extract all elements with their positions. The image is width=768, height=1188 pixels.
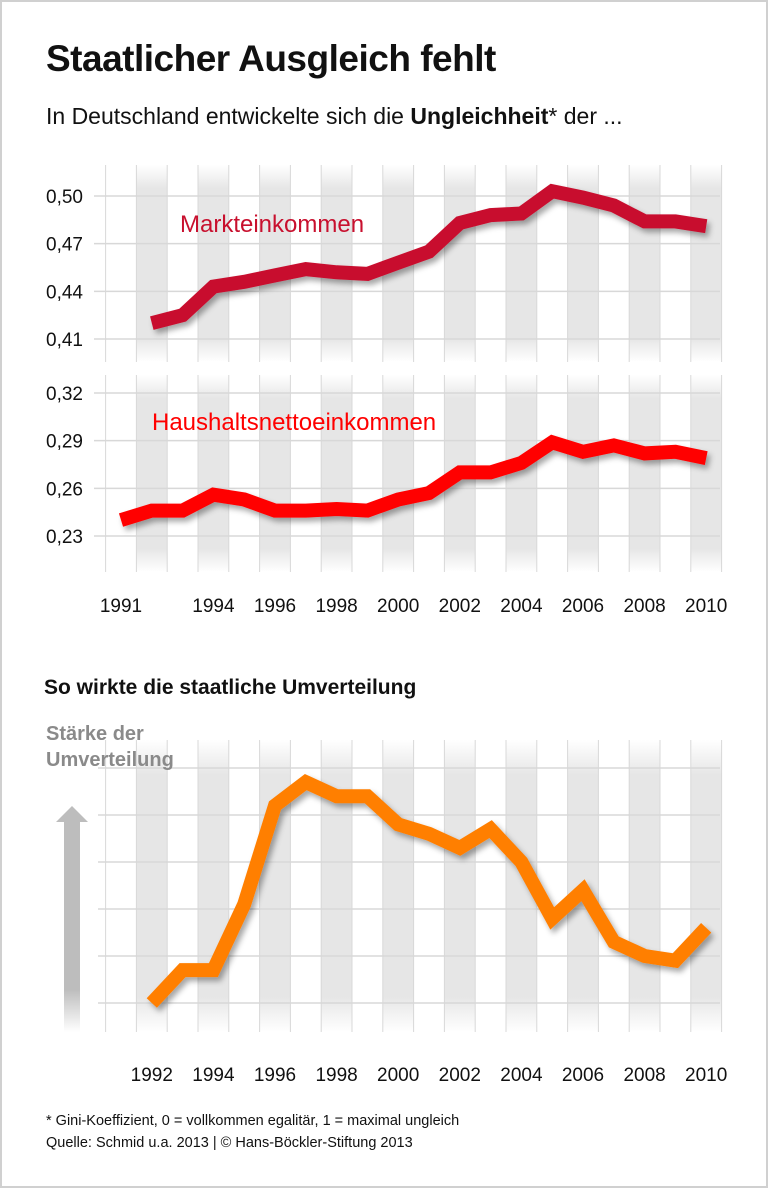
column-band bbox=[259, 165, 291, 362]
column-band bbox=[629, 740, 660, 1032]
column-band bbox=[198, 375, 229, 572]
y-tick-label: 0,23 bbox=[46, 527, 83, 548]
x-tick-label: 2004 bbox=[500, 1065, 543, 1086]
x-tick-label: 2000 bbox=[377, 596, 419, 617]
column-band bbox=[136, 375, 168, 572]
column-band bbox=[259, 740, 291, 1032]
column-band bbox=[321, 375, 352, 572]
x-tick-label: 2002 bbox=[439, 1065, 481, 1086]
y-tick-label: 0,32 bbox=[46, 384, 83, 405]
x-tick-label: 1994 bbox=[192, 596, 235, 617]
x-tick-label: 2010 bbox=[685, 1065, 727, 1086]
x-tick-label: 1998 bbox=[315, 1065, 357, 1086]
x-tick-label: 2008 bbox=[623, 596, 665, 617]
x-tick-label: 1994 bbox=[192, 1065, 235, 1086]
column-band bbox=[321, 165, 352, 362]
x-tick-label: 2004 bbox=[500, 596, 543, 617]
column-band bbox=[198, 740, 229, 1032]
column-band bbox=[629, 165, 660, 362]
column-band bbox=[690, 375, 722, 572]
y-tick-label: 0,47 bbox=[46, 235, 83, 256]
y-tick-label: 0,26 bbox=[46, 479, 83, 500]
x-tick-label: 2006 bbox=[562, 596, 604, 617]
x-tick-label: 1992 bbox=[131, 1065, 173, 1086]
column-band bbox=[629, 375, 660, 572]
subtitle: In Deutschland entwickelte sich die Ungl… bbox=[46, 103, 623, 130]
x-tick-label: 2006 bbox=[562, 1065, 604, 1086]
x-tick-label: 1998 bbox=[315, 596, 357, 617]
y-tick-label: 0,44 bbox=[46, 282, 83, 303]
y-tick-label: 0,29 bbox=[46, 432, 83, 453]
subtitle-suffix: * der ... bbox=[548, 103, 623, 129]
page-title: Staatlicher Ausgleich fehlt bbox=[46, 38, 496, 79]
x-tick-label: 2002 bbox=[439, 596, 481, 617]
x-tick-label: 1996 bbox=[254, 1065, 296, 1086]
arrow-shaft bbox=[64, 820, 80, 1032]
column-band bbox=[567, 375, 599, 572]
column-band bbox=[259, 375, 291, 572]
series-label: Markteinkommen bbox=[180, 211, 364, 238]
subtitle-text: In Deutschland entwickelte sich die bbox=[46, 103, 411, 129]
subtitle-bold: Ungleichheit bbox=[410, 103, 549, 129]
x-tick-label: 2008 bbox=[623, 1065, 665, 1086]
column-band bbox=[690, 740, 722, 1032]
y-axis-label: Umverteilung bbox=[46, 749, 174, 771]
column-band bbox=[198, 165, 229, 362]
column-band bbox=[444, 165, 476, 362]
column-band bbox=[690, 165, 722, 362]
y-tick-label: 0,41 bbox=[46, 330, 83, 351]
y-tick-label: 0,50 bbox=[46, 187, 83, 208]
series-line bbox=[118, 434, 708, 527]
x-tick-label: 1991 bbox=[100, 596, 142, 617]
column-band bbox=[382, 375, 414, 572]
column-band bbox=[382, 740, 414, 1032]
source-credit: Quelle: Schmid u.a. 2013 | © Hans-Böckle… bbox=[46, 1135, 413, 1151]
footnote: * Gini-Koeffizient, 0 = vollkommen egali… bbox=[46, 1113, 460, 1129]
section-title: So wirkte die staatliche Umverteilung bbox=[44, 676, 417, 699]
column-band bbox=[506, 375, 537, 572]
series-label: Haushaltsnettoeinkommen bbox=[152, 409, 436, 436]
x-tick-label: 2010 bbox=[685, 596, 727, 617]
x-tick-label: 1996 bbox=[254, 596, 296, 617]
column-band bbox=[444, 740, 476, 1032]
column-band bbox=[506, 165, 537, 362]
arrow-up-icon bbox=[56, 806, 88, 822]
column-band bbox=[136, 165, 168, 362]
y-axis-label: Stärke der bbox=[46, 723, 144, 745]
x-tick-label: 2000 bbox=[377, 1065, 419, 1086]
